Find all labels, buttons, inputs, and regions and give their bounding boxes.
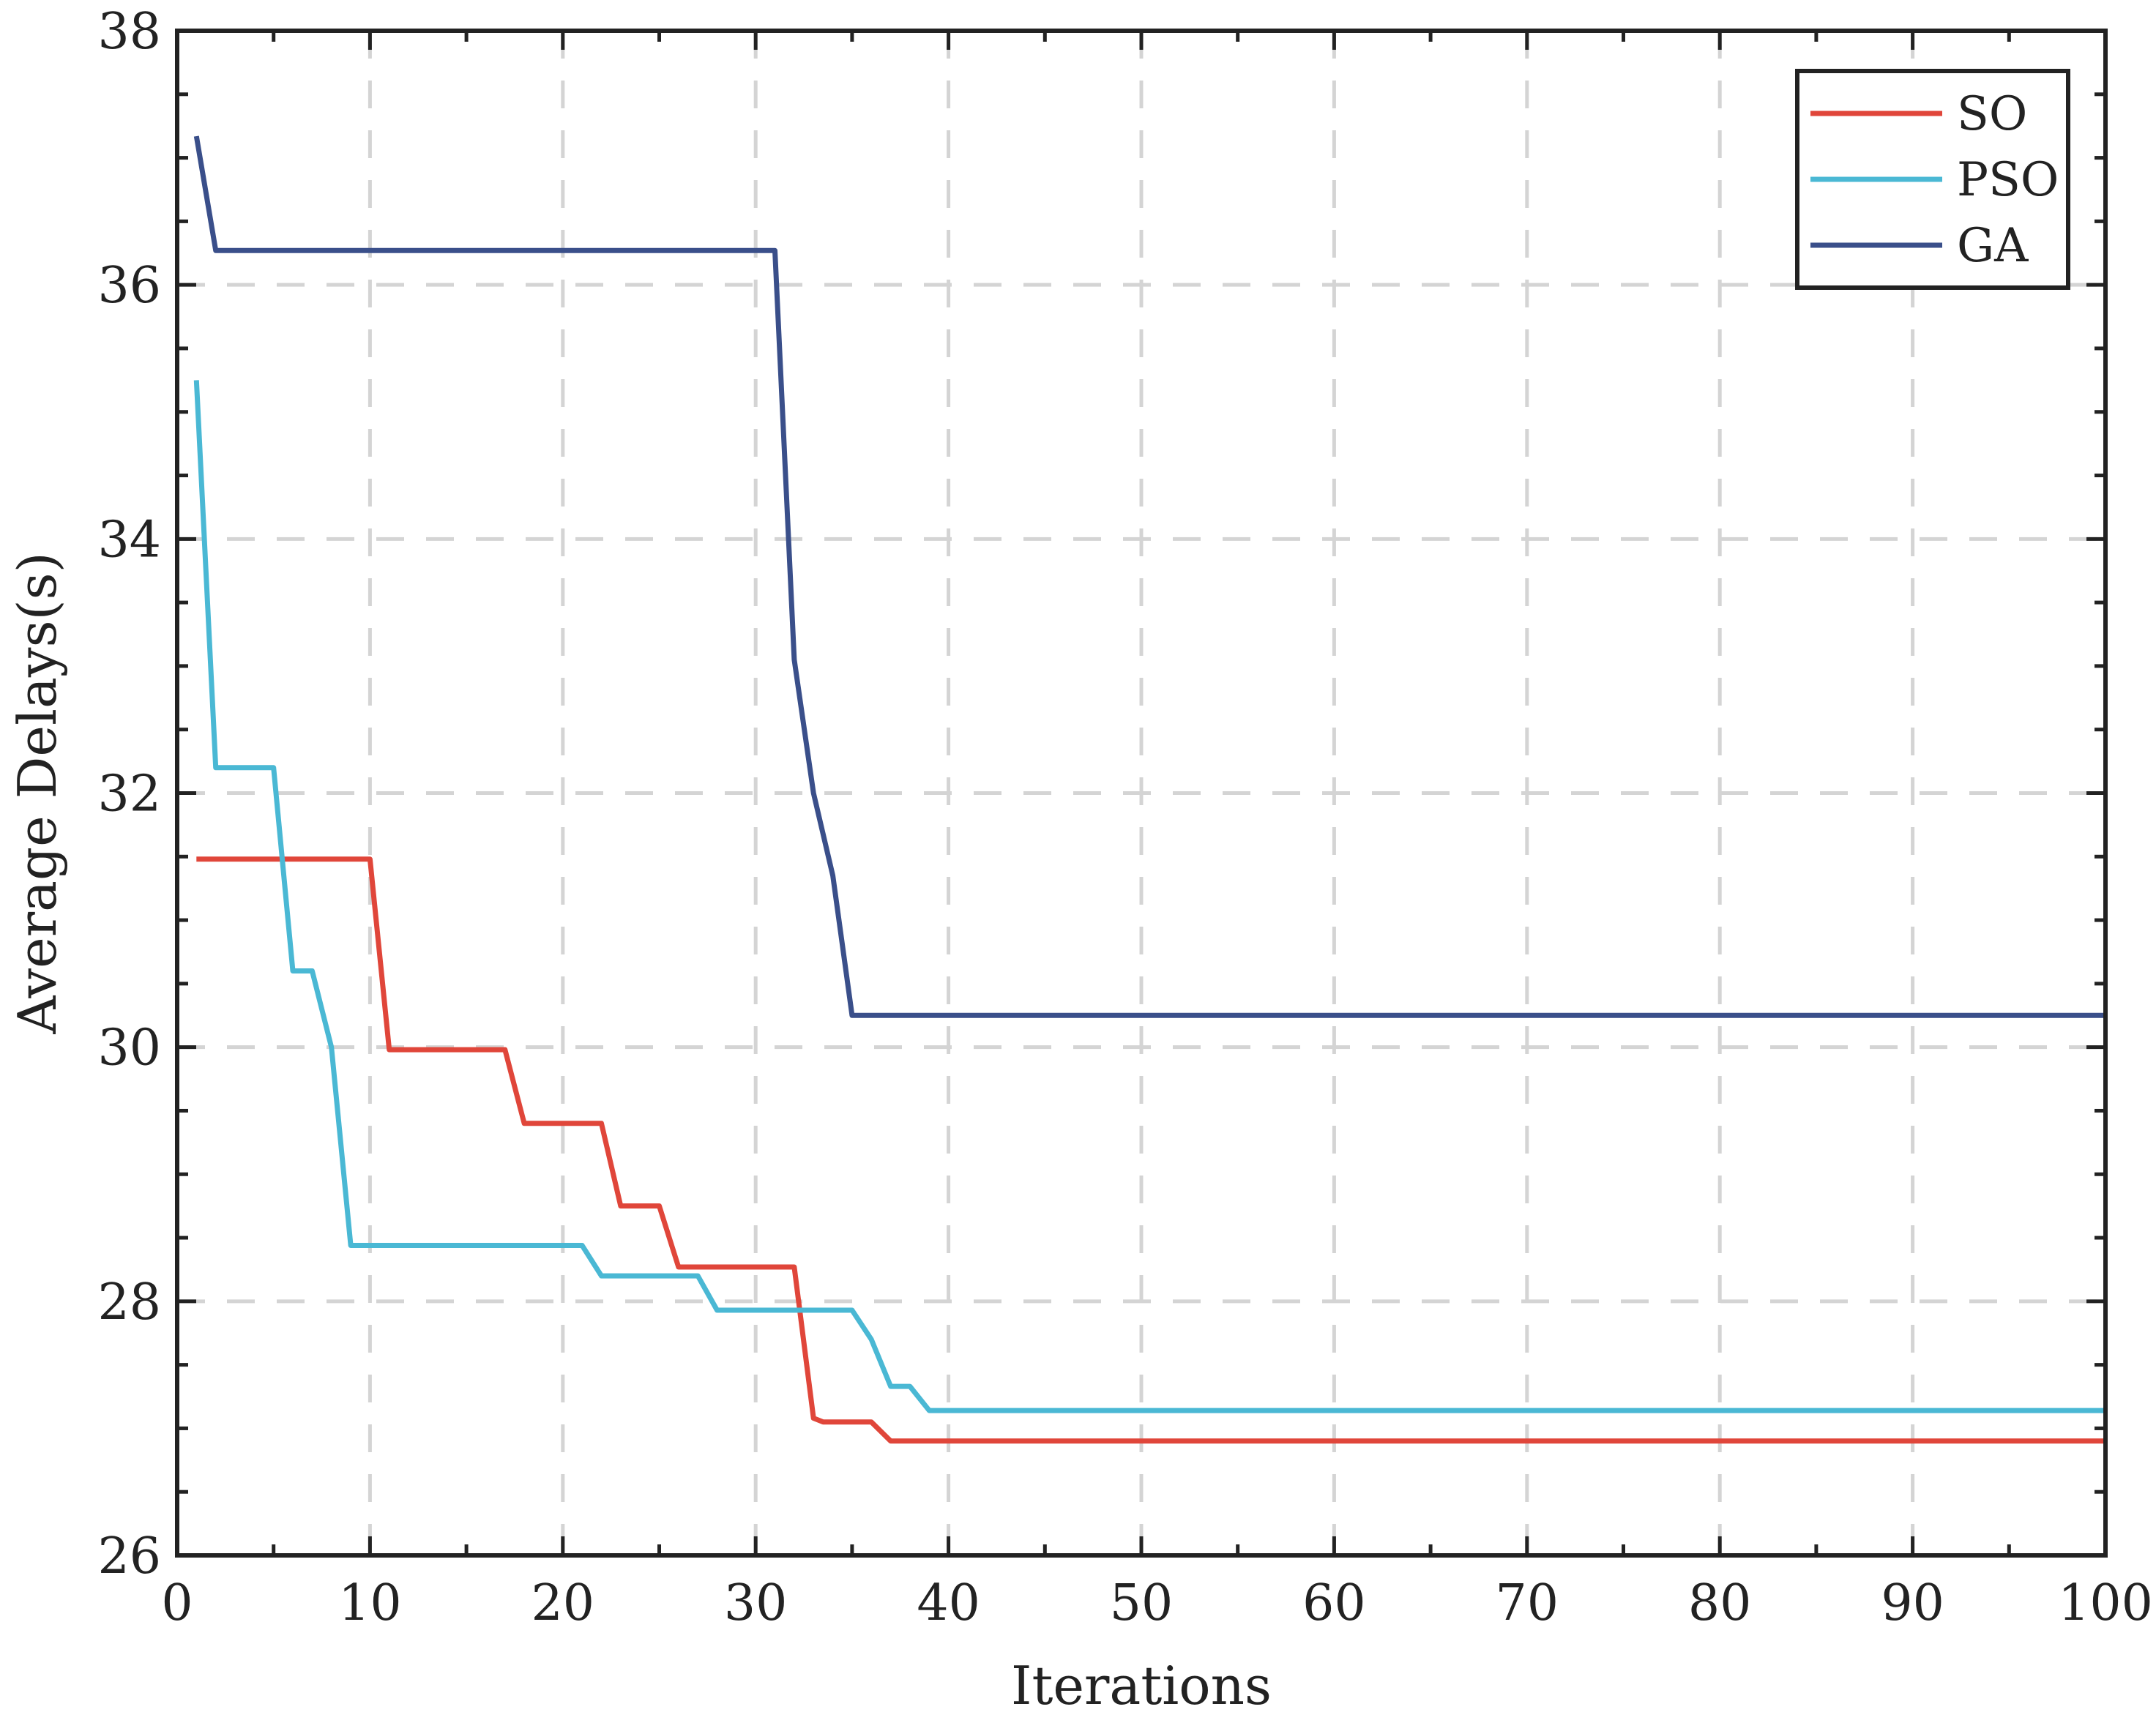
y-tick-label: 32: [97, 766, 161, 823]
x-tick-label: 70: [1496, 1574, 1559, 1632]
legend-label-so: SO: [1957, 87, 2027, 141]
x-tick-label: 90: [1881, 1574, 1944, 1632]
x-tick-label: 60: [1302, 1574, 1366, 1632]
y-tick-label: 26: [97, 1528, 161, 1585]
y-tick-label: 34: [97, 511, 161, 569]
y-axis-label: Average Delays(s): [7, 552, 68, 1034]
x-axis-label: Iterations: [1011, 1655, 1272, 1716]
x-tick-label: 80: [1688, 1574, 1752, 1632]
tick-labels: 0 10 20 30 40 50 60 70 80 90 100 26 28 30 32 34 36 38: [97, 3, 2152, 1632]
y-tick-label: 38: [97, 3, 161, 61]
series-line-so: [196, 856, 2105, 1444]
legend: SO PSO GA: [1795, 69, 2070, 290]
x-tick-label: 0: [161, 1574, 193, 1632]
y-tick-label: 30: [97, 1020, 161, 1077]
x-tick-label: 30: [724, 1574, 788, 1632]
x-tick-label: 10: [338, 1574, 402, 1632]
legend-label-pso: PSO: [1957, 153, 2059, 207]
y-tick-label: 28: [97, 1274, 161, 1331]
x-tick-label: 50: [1110, 1574, 1174, 1632]
axis-ticks: [175, 29, 2108, 1558]
x-tick-label: 40: [917, 1574, 980, 1632]
legend-label-ga: GA: [1957, 219, 2029, 273]
series-layer: [193, 135, 2105, 1444]
series-line-ga: [193, 135, 2105, 1018]
x-tick-label: 100: [2058, 1574, 2153, 1632]
series-line-pso: [193, 380, 2105, 1413]
x-tick-label: 20: [531, 1574, 595, 1632]
y-tick-label: 36: [97, 257, 161, 315]
